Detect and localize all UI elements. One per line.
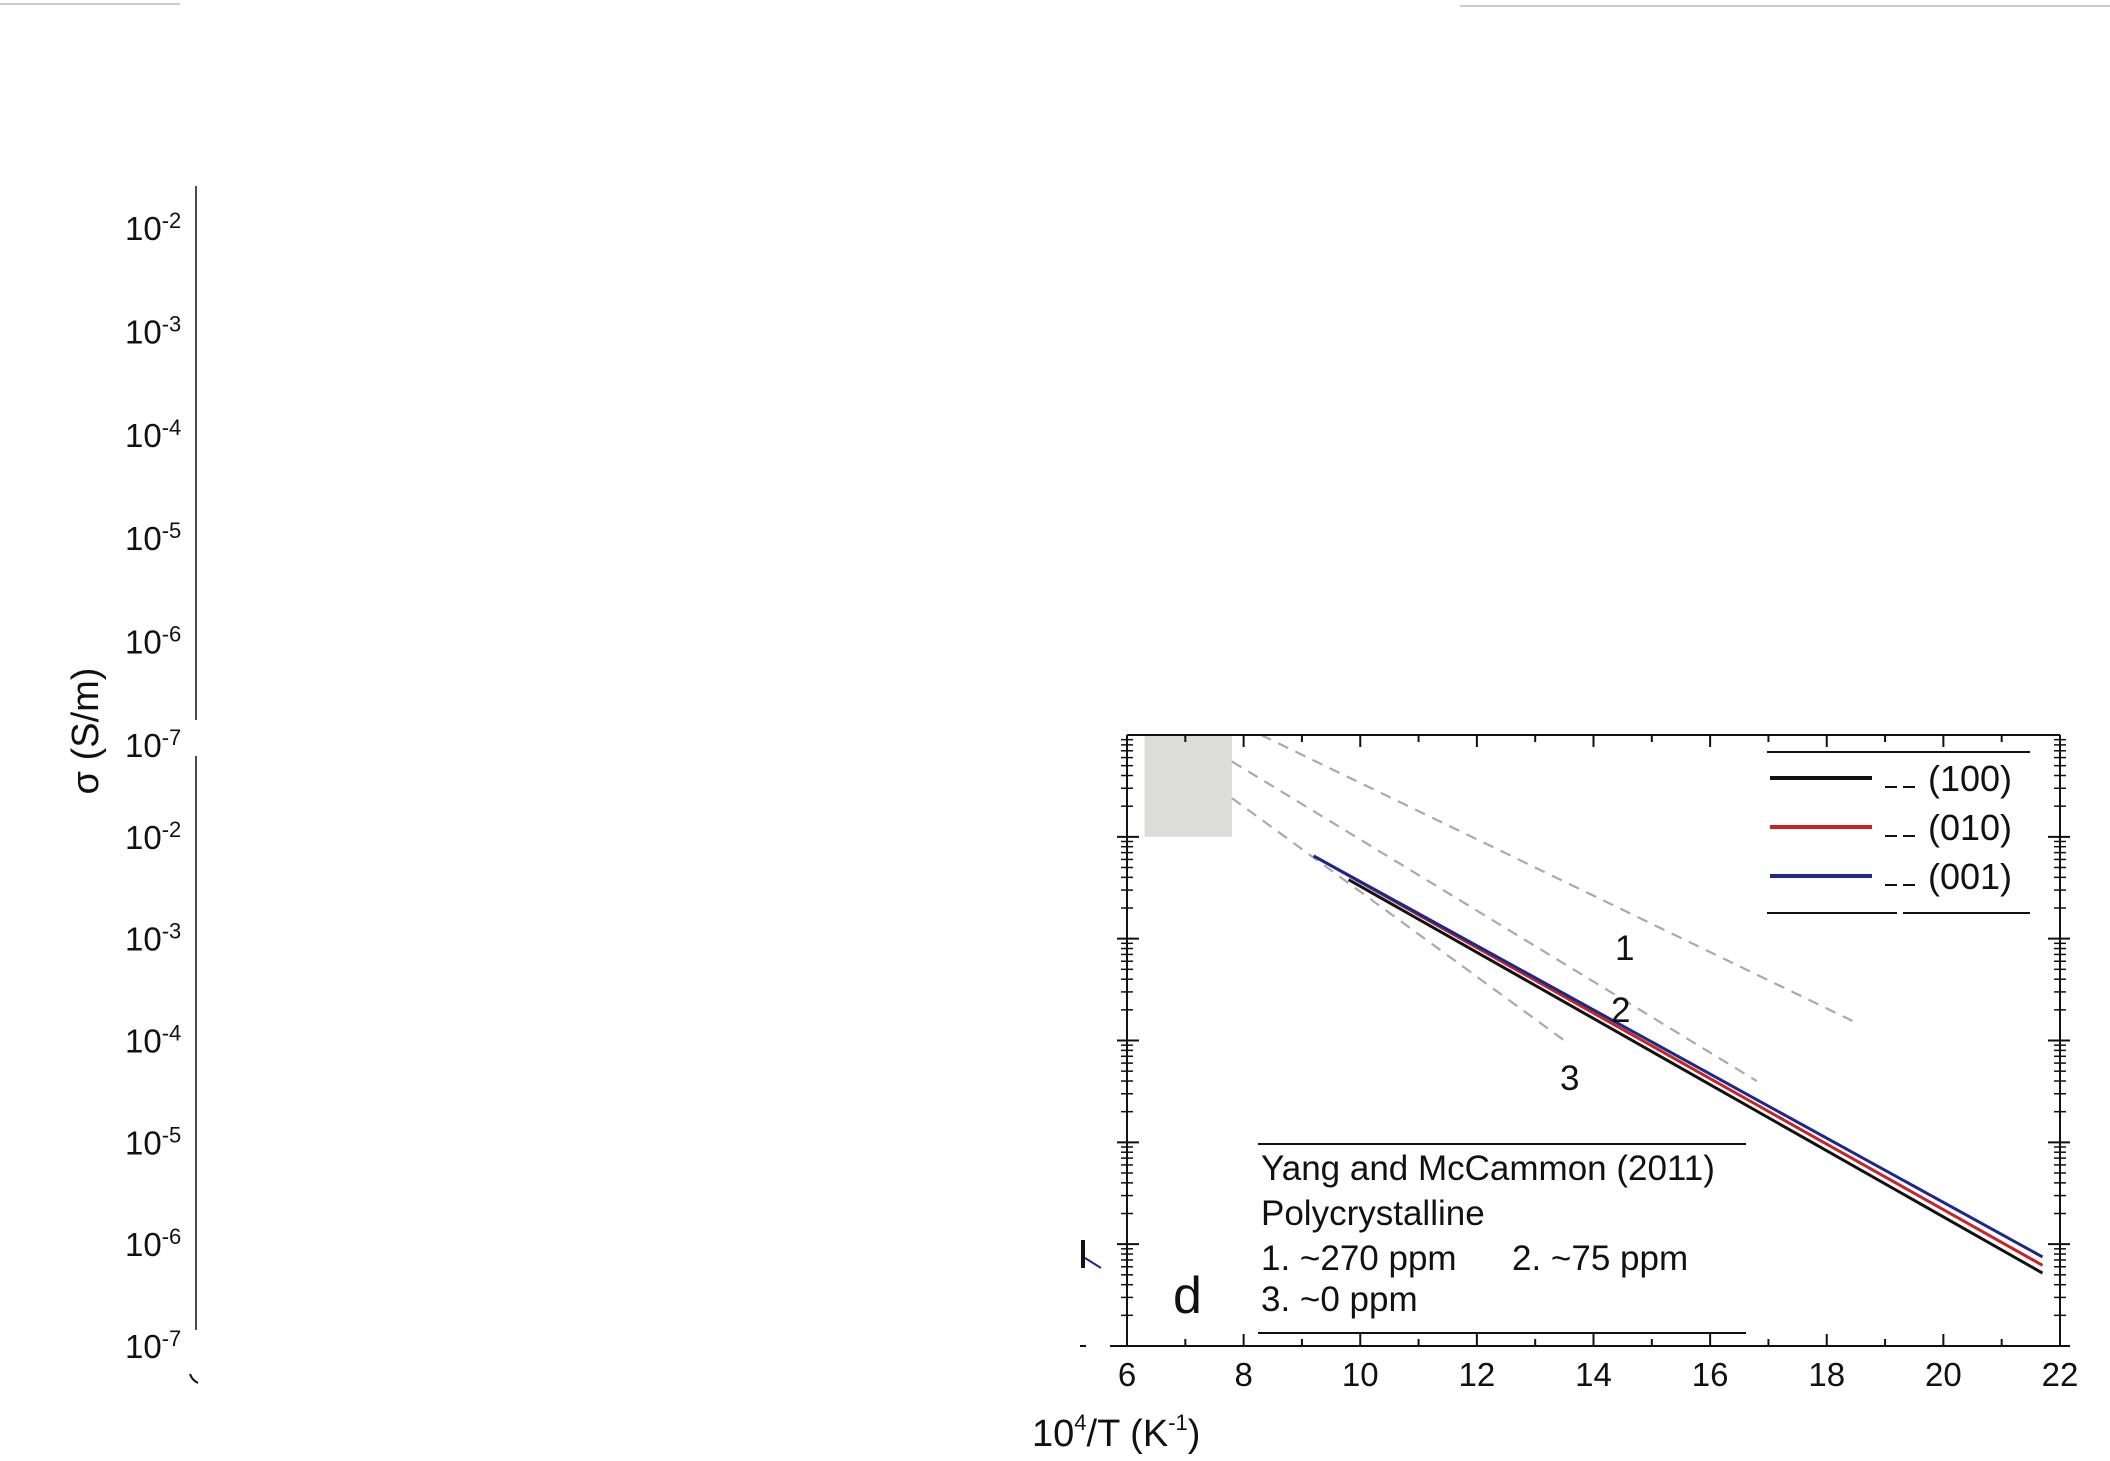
annotation-line-1: 1. ~270 ppm — [1261, 1239, 1457, 1278]
left-y-scale: 10-210-310-410-510-610-7 10-210-310-410-… — [65, 186, 199, 1384]
upper-y-tick-label-base: 10 — [125, 417, 162, 454]
data-series — [1312, 854, 2044, 1275]
annotation-block: Yang and McCammon (2011) Polycrystalline… — [1258, 1143, 1746, 1334]
upper-y-tick-label: 10-7 — [125, 725, 181, 764]
upper-y-tick-labels: 10-210-310-410-510-610-7 — [125, 208, 181, 764]
upper-y-tick-label-exp: -6 — [162, 622, 182, 647]
upper-y-tick-label: 10-4 — [125, 415, 181, 454]
upper-y-tick-label-exp: -5 — [162, 518, 182, 543]
upper-y-tick-label-base: 10 — [125, 313, 162, 350]
legend-label-1: (010) — [1928, 807, 2012, 848]
upper-y-tick-label-exp: -4 — [162, 415, 182, 440]
y-tick-label-base: 10 — [125, 1023, 162, 1060]
upper-y-tick-label: 10-5 — [125, 518, 181, 557]
upper-y-tick-label: 10-3 — [125, 311, 181, 350]
y-tick-label-exp: -5 — [162, 1122, 182, 1147]
upper-y-tick-label-exp: -2 — [162, 208, 182, 233]
upper-y-tick-label-base: 10 — [125, 624, 162, 661]
upper-y-tick-label-base: 10 — [125, 520, 162, 557]
y-tick-label-base: 10 — [125, 1226, 162, 1263]
offpanel-mark — [1081, 1240, 1085, 1268]
annotation-line-2: 2. ~75 ppm — [1512, 1239, 1688, 1278]
y-tick-label-base: 10 — [125, 1328, 162, 1365]
y-tick-label: 10-3 — [125, 919, 181, 958]
x-tick-label: 16 — [1692, 1356, 1729, 1393]
reference-line-label-1: 1 — [1615, 929, 1634, 968]
reference-lines — [1231, 734, 1857, 1082]
x-tick-label: 14 — [1575, 1356, 1612, 1393]
axis-break-mark — [189, 1373, 199, 1384]
annotation-line-3: 3. ~0 ppm — [1261, 1280, 1418, 1319]
legend-entries: (100) (010) (001) — [1770, 758, 2012, 897]
offpanel-blue-stroke — [1084, 1257, 1102, 1269]
series-line-0 — [1347, 878, 2044, 1275]
y-tick-label: 10-2 — [125, 817, 181, 856]
series-line-2 — [1312, 854, 2044, 1259]
reference-line-1 — [1260, 734, 1857, 1024]
x-tick-label: 8 — [1234, 1356, 1252, 1393]
annotation-line-source: Yang and McCammon (2011) — [1261, 1149, 1715, 1188]
reference-line-label-2: 2 — [1611, 991, 1630, 1030]
x-title-base: 10 — [1032, 1413, 1074, 1455]
y-tick-label: 10-4 — [125, 1021, 181, 1060]
upper-y-tick-label-exp: -3 — [162, 311, 182, 336]
x-tick-labels: 6 8 10 12 14 16 18 20 22 — [1118, 1356, 2079, 1393]
x-tick-label: 12 — [1459, 1356, 1496, 1393]
x-tick-label: 20 — [1925, 1356, 1962, 1393]
y-tick-label: 10-7 — [125, 1326, 181, 1365]
y-tick-label-exp: -7 — [162, 1326, 182, 1351]
y-axis-ticks — [1117, 738, 2070, 1347]
shaded-region — [1144, 735, 1232, 837]
x-axis-ticks — [1126, 735, 2061, 1346]
y-tick-label-exp: -6 — [162, 1224, 182, 1249]
lower-y-tick-labels: 10-210-310-410-510-610-7 — [125, 817, 181, 1365]
x-title-unit-exp: -1 — [1168, 1410, 1188, 1435]
legend-label-2: (001) — [1928, 856, 2012, 897]
y-axis-title: σ (S/m) — [65, 668, 107, 795]
annotation-line-type: Polycrystalline — [1261, 1194, 1485, 1233]
x-tick-label: 22 — [2042, 1356, 2079, 1393]
upper-y-tick-label: 10-6 — [125, 622, 181, 661]
x-tick-label: 6 — [1118, 1356, 1136, 1393]
reference-line-label-3: 3 — [1560, 1059, 1579, 1098]
y-tick-label-exp: -2 — [162, 817, 182, 842]
upper-y-tick-label-base: 10 — [125, 210, 162, 247]
legend: (100) (010) (001) — [1767, 751, 2030, 914]
y-tick-label-base: 10 — [125, 921, 162, 958]
reference-line-labels: 1 23 — [1560, 929, 1634, 1098]
upper-y-tick-label-exp: -7 — [162, 725, 182, 750]
y-tick-label: 10-6 — [125, 1224, 181, 1263]
legend-label-0: (100) — [1928, 758, 2012, 799]
upper-y-tick-label: 10-2 — [125, 208, 181, 247]
x-title-close: ) — [1188, 1413, 1201, 1455]
y-tick-label: 10-5 — [125, 1122, 181, 1161]
reference-line-2 — [1231, 760, 1758, 1082]
y-tick-label-exp: -4 — [162, 1021, 182, 1046]
y-tick-label-exp: -3 — [162, 919, 182, 944]
x-title-mid: /T (K — [1087, 1413, 1169, 1455]
y-tick-label-base: 10 — [125, 819, 162, 856]
panel-label: d — [1173, 1267, 1202, 1325]
reference-line-3 — [1231, 797, 1565, 1042]
upper-y-tick-label-base: 10 — [125, 727, 162, 764]
plot-area: 123 (100)(010)(001) Yang and McCammon (2… — [1032, 734, 2079, 1455]
y-tick-label-base: 10 — [125, 1124, 162, 1161]
x-axis-title: 104/T (K-1) — [1032, 1410, 1200, 1455]
x-tick-label: 18 — [1808, 1356, 1845, 1393]
x-title-exp: 4 — [1074, 1410, 1086, 1435]
x-tick-label: 10 — [1342, 1356, 1379, 1393]
